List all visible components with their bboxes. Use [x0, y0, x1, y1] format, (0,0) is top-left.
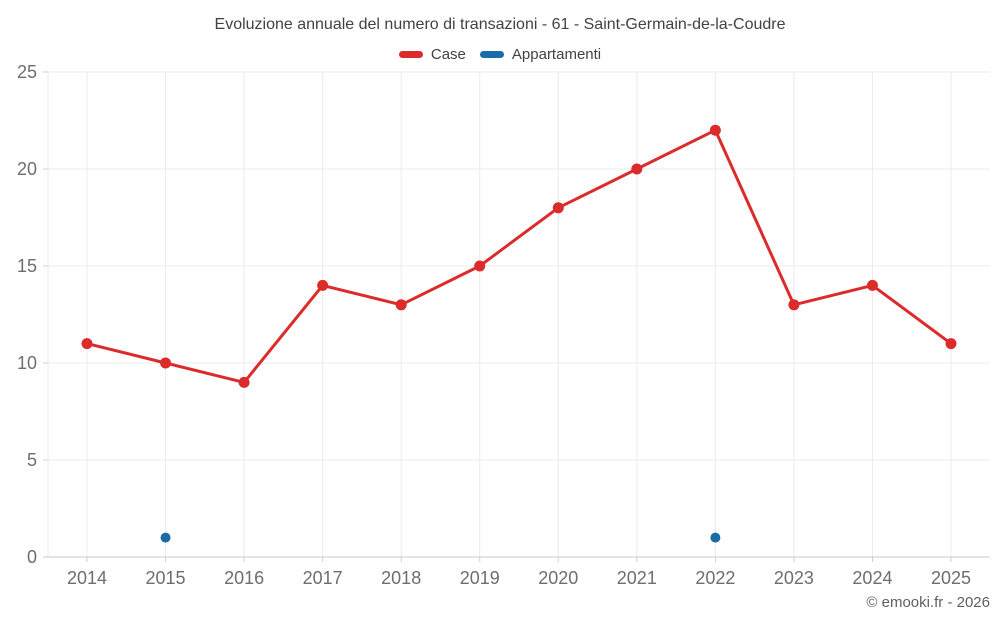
- svg-text:2015: 2015: [146, 568, 186, 588]
- legend-label-appartamenti: Appartamenti: [511, 46, 602, 63]
- svg-text:0: 0: [27, 547, 37, 567]
- copyright-text: © emooki.fr - 2026: [866, 594, 990, 611]
- chart-title: Evoluzione annuale del numero di transaz…: [214, 16, 786, 33]
- svg-text:15: 15: [17, 256, 37, 276]
- legend-item-appartamenti[interactable]: Appartamenti: [479, 46, 602, 63]
- svg-text:2024: 2024: [852, 568, 892, 588]
- svg-text:2017: 2017: [303, 568, 343, 588]
- legend-item-case[interactable]: Case: [398, 46, 466, 63]
- svg-text:10: 10: [17, 353, 37, 373]
- svg-text:20: 20: [17, 159, 37, 179]
- svg-text:2016: 2016: [224, 568, 264, 588]
- legend: Case Appartamenti: [0, 46, 1000, 63]
- svg-text:2019: 2019: [460, 568, 500, 588]
- appartamenti-series-swatch-icon: [479, 51, 504, 58]
- svg-text:2025: 2025: [931, 568, 971, 588]
- svg-text:2022: 2022: [695, 568, 735, 588]
- svg-text:25: 25: [17, 62, 37, 82]
- svg-text:5: 5: [27, 450, 37, 470]
- svg-text:2023: 2023: [774, 568, 814, 588]
- case-series-swatch-icon: [398, 51, 423, 58]
- svg-text:2014: 2014: [67, 568, 107, 588]
- svg-text:2018: 2018: [381, 568, 421, 588]
- legend-label-case: Case: [430, 46, 466, 63]
- svg-text:2021: 2021: [617, 568, 657, 588]
- svg-text:2020: 2020: [538, 568, 578, 588]
